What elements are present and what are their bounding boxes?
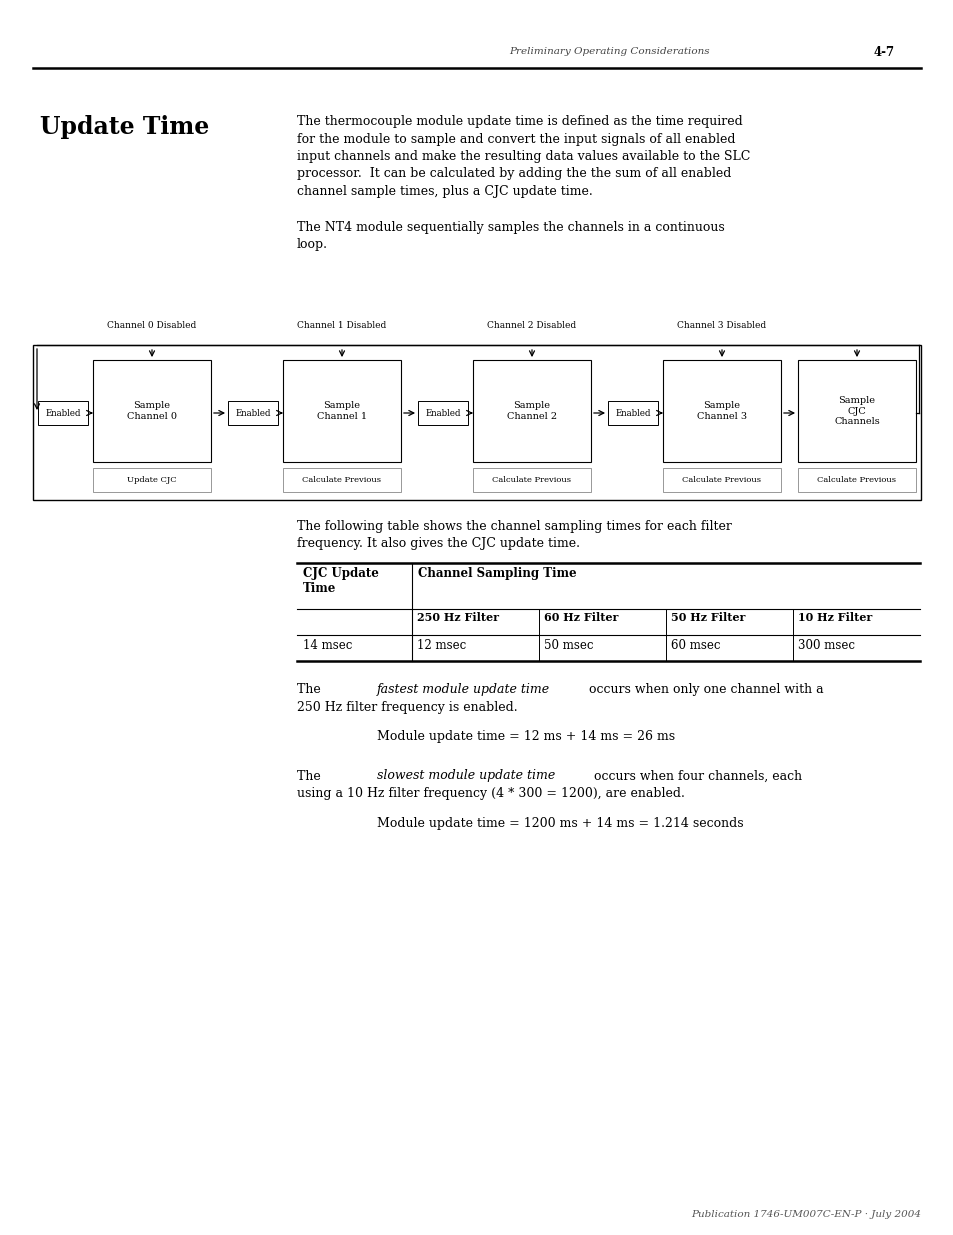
Text: fastest module update time: fastest module update time — [376, 683, 550, 697]
Text: Module update time = 12 ms + 14 ms = 26 ms: Module update time = 12 ms + 14 ms = 26 … — [376, 730, 675, 743]
Text: processor.  It can be calculated by adding the the sum of all enabled: processor. It can be calculated by addin… — [296, 168, 731, 180]
Text: The NT4 module sequentially samples the channels in a continuous: The NT4 module sequentially samples the … — [296, 221, 724, 233]
Text: The thermocouple module update time is defined as the time required: The thermocouple module update time is d… — [296, 115, 742, 128]
Text: Sample
Channel 3: Sample Channel 3 — [697, 401, 746, 421]
Text: 250 Hz filter frequency is enabled.: 250 Hz filter frequency is enabled. — [296, 700, 517, 714]
Text: 60 msec: 60 msec — [670, 638, 720, 652]
Text: channel sample times, plus a CJC update time.: channel sample times, plus a CJC update … — [296, 185, 592, 198]
Text: Publication 1746-UM007C-EN-P · July 2004: Publication 1746-UM007C-EN-P · July 2004 — [690, 1210, 920, 1219]
Text: 4-7: 4-7 — [873, 46, 894, 58]
Text: Calculate Previous: Calculate Previous — [817, 475, 896, 484]
Text: 50 msec: 50 msec — [543, 638, 593, 652]
Text: Calculate Previous: Calculate Previous — [302, 475, 381, 484]
Text: Channel Sampling Time: Channel Sampling Time — [417, 567, 576, 580]
Text: The: The — [296, 683, 324, 697]
Bar — [473, 359, 590, 462]
Text: for the module to sample and convert the input signals of all enabled: for the module to sample and convert the… — [296, 132, 735, 146]
Text: Enabled: Enabled — [425, 409, 460, 417]
Text: using a 10 Hz filter frequency (4 * 300 = 1200), are enabled.: using a 10 Hz filter frequency (4 * 300 … — [296, 787, 684, 800]
Text: 12 msec: 12 msec — [416, 638, 466, 652]
Bar — [92, 359, 211, 462]
Text: 250 Hz Filter: 250 Hz Filter — [416, 613, 498, 622]
Text: 14 msec: 14 msec — [303, 638, 352, 652]
Text: Enabled: Enabled — [45, 409, 81, 417]
Bar — [473, 468, 590, 492]
Bar — [33, 345, 920, 500]
Text: Sample
CJC
Channels: Sample CJC Channels — [833, 396, 879, 426]
Text: Calculate Previous: Calculate Previous — [492, 475, 571, 484]
Bar — [417, 401, 468, 425]
Text: Enabled: Enabled — [235, 409, 271, 417]
Bar — [607, 401, 658, 425]
Text: Channel 1 Disabled: Channel 1 Disabled — [297, 321, 386, 330]
Text: Sample
Channel 2: Sample Channel 2 — [506, 401, 557, 421]
Text: Update CJC: Update CJC — [127, 475, 176, 484]
Bar — [38, 401, 88, 425]
Bar — [228, 401, 277, 425]
Text: Enabled: Enabled — [615, 409, 650, 417]
Text: Module update time = 1200 ms + 14 ms = 1.214 seconds: Module update time = 1200 ms + 14 ms = 1… — [376, 816, 742, 830]
Text: CJC Update
Time: CJC Update Time — [303, 567, 378, 595]
Text: Calculate Previous: Calculate Previous — [681, 475, 760, 484]
Text: loop.: loop. — [296, 238, 328, 251]
Text: input channels and make the resulting data values available to the SLC: input channels and make the resulting da… — [296, 149, 750, 163]
Bar — [797, 359, 915, 462]
Text: Preliminary Operating Considerations: Preliminary Operating Considerations — [509, 47, 709, 57]
Text: occurs when four channels, each: occurs when four channels, each — [589, 769, 801, 783]
Bar — [283, 468, 400, 492]
Text: The following table shows the channel sampling times for each filter: The following table shows the channel sa… — [296, 520, 731, 534]
Text: Channel 0 Disabled: Channel 0 Disabled — [108, 321, 196, 330]
Text: 300 msec: 300 msec — [797, 638, 854, 652]
Bar — [797, 468, 915, 492]
Text: Update Time: Update Time — [40, 115, 209, 140]
Bar — [92, 468, 211, 492]
Text: 10 Hz Filter: 10 Hz Filter — [797, 613, 871, 622]
Text: occurs when only one channel with a: occurs when only one channel with a — [584, 683, 822, 697]
Bar — [662, 359, 781, 462]
Text: slowest module update time: slowest module update time — [376, 769, 555, 783]
Text: 60 Hz Filter: 60 Hz Filter — [543, 613, 618, 622]
Text: Channel 3 Disabled: Channel 3 Disabled — [677, 321, 766, 330]
Text: Sample
Channel 1: Sample Channel 1 — [316, 401, 367, 421]
Text: The: The — [296, 769, 324, 783]
Text: 50 Hz Filter: 50 Hz Filter — [670, 613, 744, 622]
Text: Channel 2 Disabled: Channel 2 Disabled — [487, 321, 576, 330]
Bar — [283, 359, 400, 462]
Text: frequency. It also gives the CJC update time.: frequency. It also gives the CJC update … — [296, 537, 579, 551]
Bar — [662, 468, 781, 492]
Text: Sample
Channel 0: Sample Channel 0 — [127, 401, 177, 421]
